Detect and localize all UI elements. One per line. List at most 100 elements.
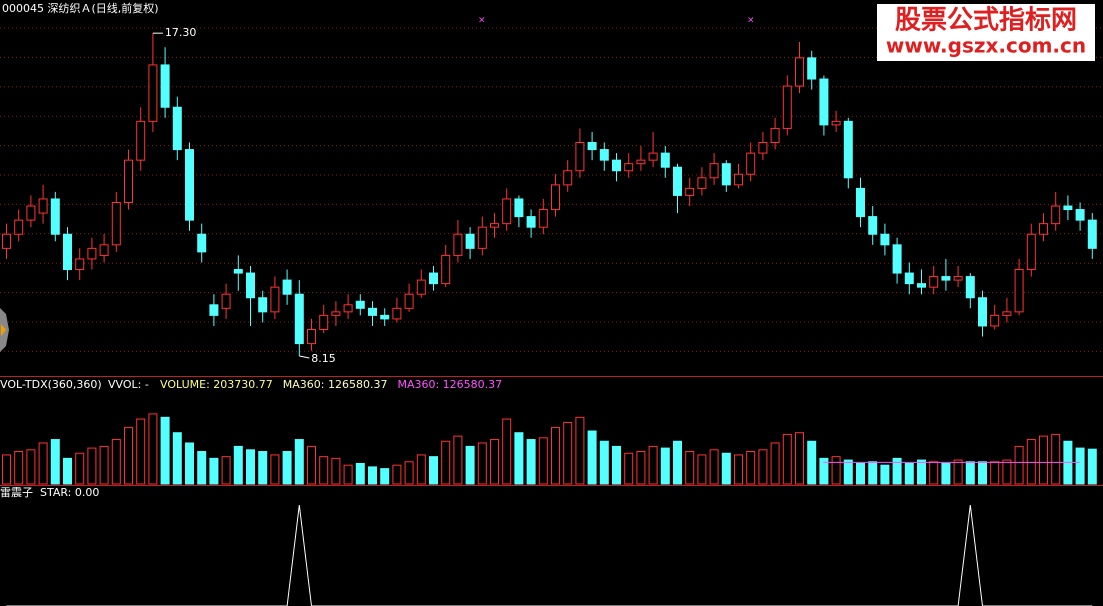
volume-bar <box>416 454 426 485</box>
volume-bar <box>929 461 939 485</box>
volume-bar <box>124 427 133 485</box>
volume-bar <box>795 432 804 485</box>
chart-title: 000045 深纺织Ａ(日线,前复权) <box>2 1 159 15</box>
volume-bar <box>209 457 219 485</box>
candle-body <box>892 244 902 274</box>
side-arrow[interactable] <box>1 324 6 336</box>
indicator-subtitle: STAR: 0.00 <box>40 486 99 499</box>
volume-bar <box>673 440 682 485</box>
volume-bar <box>697 454 707 485</box>
candle-body <box>258 297 268 313</box>
volume-bar <box>185 442 194 485</box>
volume-bar <box>87 447 97 485</box>
volume-bar <box>941 462 951 485</box>
candle-body <box>355 300 365 309</box>
volume-bar <box>343 464 353 485</box>
volume-bar <box>26 449 36 485</box>
volume-bar <box>453 435 463 485</box>
candle-body <box>75 258 85 271</box>
volume-bar <box>758 449 768 485</box>
candle-body <box>111 201 121 246</box>
volume-bar <box>14 451 24 485</box>
candle-body <box>185 149 194 221</box>
volume-bar <box>709 449 719 485</box>
volume-bar <box>1051 433 1061 485</box>
marker: × <box>747 16 755 26</box>
volume-bar <box>526 439 536 485</box>
candle-body <box>929 276 939 288</box>
candle-body <box>490 223 499 228</box>
volume-bar <box>136 418 146 485</box>
volume-bar <box>782 433 792 485</box>
candle-body <box>87 247 97 260</box>
volume-bar <box>75 452 85 485</box>
candle-body <box>734 173 743 186</box>
volume-bar <box>807 440 817 485</box>
candle-body <box>380 314 390 320</box>
candle-body <box>856 187 865 218</box>
volume-bar <box>38 442 48 485</box>
marks: 17.30 8.15 VOLUME: 203730.77 MA360: 126580.… <box>2 26 1097 606</box>
volume-bar <box>1039 435 1048 485</box>
candle-body <box>1026 233 1036 271</box>
volume-bar <box>624 452 634 485</box>
candle-body <box>38 198 48 214</box>
candle-body <box>343 304 353 313</box>
candle-body <box>233 269 243 274</box>
annotation-line <box>299 355 310 359</box>
annotation-label: 8.15 <box>311 352 336 365</box>
candle-body <box>709 163 719 179</box>
volume-bar <box>490 439 499 485</box>
candle-body <box>978 297 987 327</box>
volume-title: VOL-TDX(360,360) <box>0 378 102 391</box>
candle-body <box>587 142 597 151</box>
candle-body <box>648 152 658 161</box>
volume-bar <box>429 456 438 485</box>
volume-bar <box>258 451 268 485</box>
legend-entry: VOLUME: 203730.77 <box>160 378 273 391</box>
candle-body <box>160 64 170 108</box>
volume-bar <box>575 416 585 485</box>
candle-body <box>685 187 695 196</box>
volume-bar <box>965 461 975 485</box>
candle-body <box>441 254 451 285</box>
candle-body <box>758 142 768 154</box>
volume-bar <box>819 457 829 485</box>
volume-bar <box>477 442 487 485</box>
volume-bar <box>270 454 280 485</box>
volume-bar <box>685 451 695 485</box>
watermark-url: www.gszx.com.cn <box>886 34 1086 58</box>
volume-bar <box>380 468 390 485</box>
candle-body <box>697 177 707 189</box>
volume-bar <box>2 454 11 485</box>
candle-body <box>1087 219 1097 249</box>
candle-body <box>880 233 890 246</box>
candle-body <box>612 159 621 172</box>
candle-body <box>819 78 829 126</box>
candle-body <box>26 205 36 221</box>
volume-bar <box>978 461 987 485</box>
volume-bar <box>392 464 402 485</box>
volume-bar <box>514 432 524 485</box>
volume-bar <box>856 462 865 485</box>
volume-bar <box>246 449 255 485</box>
candle-body <box>624 163 634 172</box>
candle-body <box>807 57 817 80</box>
volume-bar <box>355 462 365 485</box>
volume-bar <box>770 442 780 485</box>
candle-body <box>965 276 975 299</box>
volume-bar <box>734 454 743 485</box>
candle-body <box>429 272 438 285</box>
volume-bar <box>880 464 890 485</box>
candle-body <box>538 209 548 228</box>
volume-bar <box>502 418 512 485</box>
candle-body <box>14 219 24 235</box>
candle-body <box>782 85 792 129</box>
candle-body <box>209 304 219 316</box>
candle-body <box>770 127 780 144</box>
candle-body <box>673 166 682 196</box>
candle-body <box>282 279 292 295</box>
legend-entry: MA360: 126580.37 <box>397 378 502 391</box>
legend-entry: MA360: 126580.37 <box>283 378 388 391</box>
candle-body <box>50 198 60 235</box>
